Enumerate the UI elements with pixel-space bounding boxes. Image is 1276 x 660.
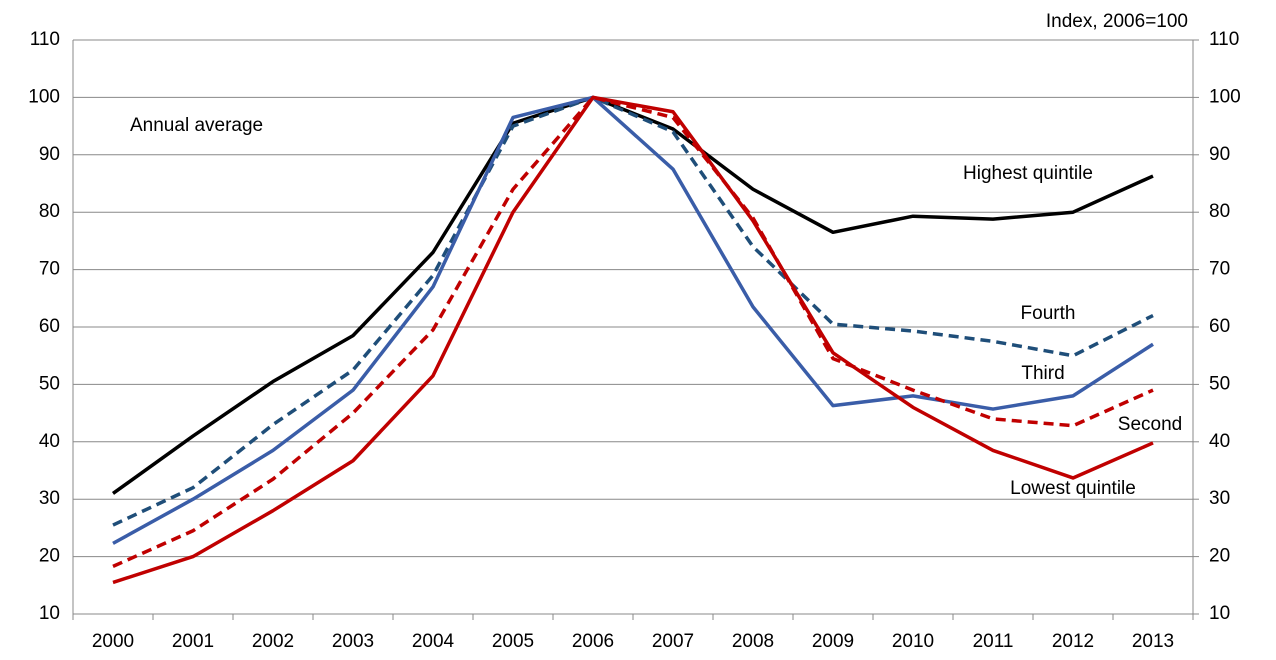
y-tick-label: 90 xyxy=(39,144,60,165)
x-tick-label: 2008 xyxy=(732,631,774,652)
x-tick-label: 2004 xyxy=(412,631,455,652)
series-label: Highest quintile xyxy=(963,163,1093,184)
series-label: Second xyxy=(1118,414,1182,435)
y2-tick-label: 50 xyxy=(1209,373,1230,394)
series-line xyxy=(112,95,1154,585)
y2-tick-label: 40 xyxy=(1209,431,1230,452)
x-tick-label: 2005 xyxy=(492,631,534,652)
x-tick-label: 2010 xyxy=(892,631,934,652)
x-tick-label: 2013 xyxy=(1132,631,1174,652)
x-tick-label: 2001 xyxy=(172,631,214,652)
y2-tick-label: 110 xyxy=(1209,29,1239,50)
y-tick-label: 70 xyxy=(39,259,60,280)
annotation: Annual average xyxy=(130,115,263,136)
y2-tick-label: 80 xyxy=(1209,201,1230,222)
y-tick-label: 60 xyxy=(39,316,60,337)
x-tick-label: 2000 xyxy=(92,631,134,652)
series-line xyxy=(112,95,1154,545)
y-tick-label: 10 xyxy=(39,603,60,624)
y2-tick-label: 70 xyxy=(1209,259,1230,280)
x-tick-label: 2006 xyxy=(572,631,614,652)
y-tick-label: 100 xyxy=(28,86,60,107)
y-tick-label: 110 xyxy=(30,29,60,50)
y2-tick-label: 30 xyxy=(1209,488,1230,509)
x-tick-label: 2002 xyxy=(252,631,294,652)
x-tick-label: 2012 xyxy=(1052,631,1094,652)
x-tick-label: 2011 xyxy=(973,631,1014,652)
y-tick-label: 20 xyxy=(39,546,60,567)
y2-tick-label: 20 xyxy=(1209,546,1230,567)
series-line xyxy=(112,95,1154,527)
series-label: Lowest quintile xyxy=(1010,478,1136,499)
y-tick-label: 30 xyxy=(39,488,60,509)
y-tick-label: 50 xyxy=(39,373,60,394)
y2-tick-label: 60 xyxy=(1209,316,1230,337)
x-tick-label: 2003 xyxy=(332,631,374,652)
y2-tick-label: 10 xyxy=(1209,603,1230,624)
x-tick-label: 2009 xyxy=(812,631,854,652)
series-line xyxy=(112,95,1154,568)
series-line xyxy=(111,95,1154,495)
series-label: Fourth xyxy=(1021,303,1076,324)
x-tick-label: 2007 xyxy=(652,631,694,652)
y-tick-label: 40 xyxy=(39,431,60,452)
units-note: Index, 2006=100 xyxy=(1046,11,1188,32)
y2-tick-label: 100 xyxy=(1209,86,1241,107)
y-tick-label: 80 xyxy=(39,201,60,222)
series-label: Third xyxy=(1021,363,1064,384)
y2-tick-label: 90 xyxy=(1209,144,1230,165)
